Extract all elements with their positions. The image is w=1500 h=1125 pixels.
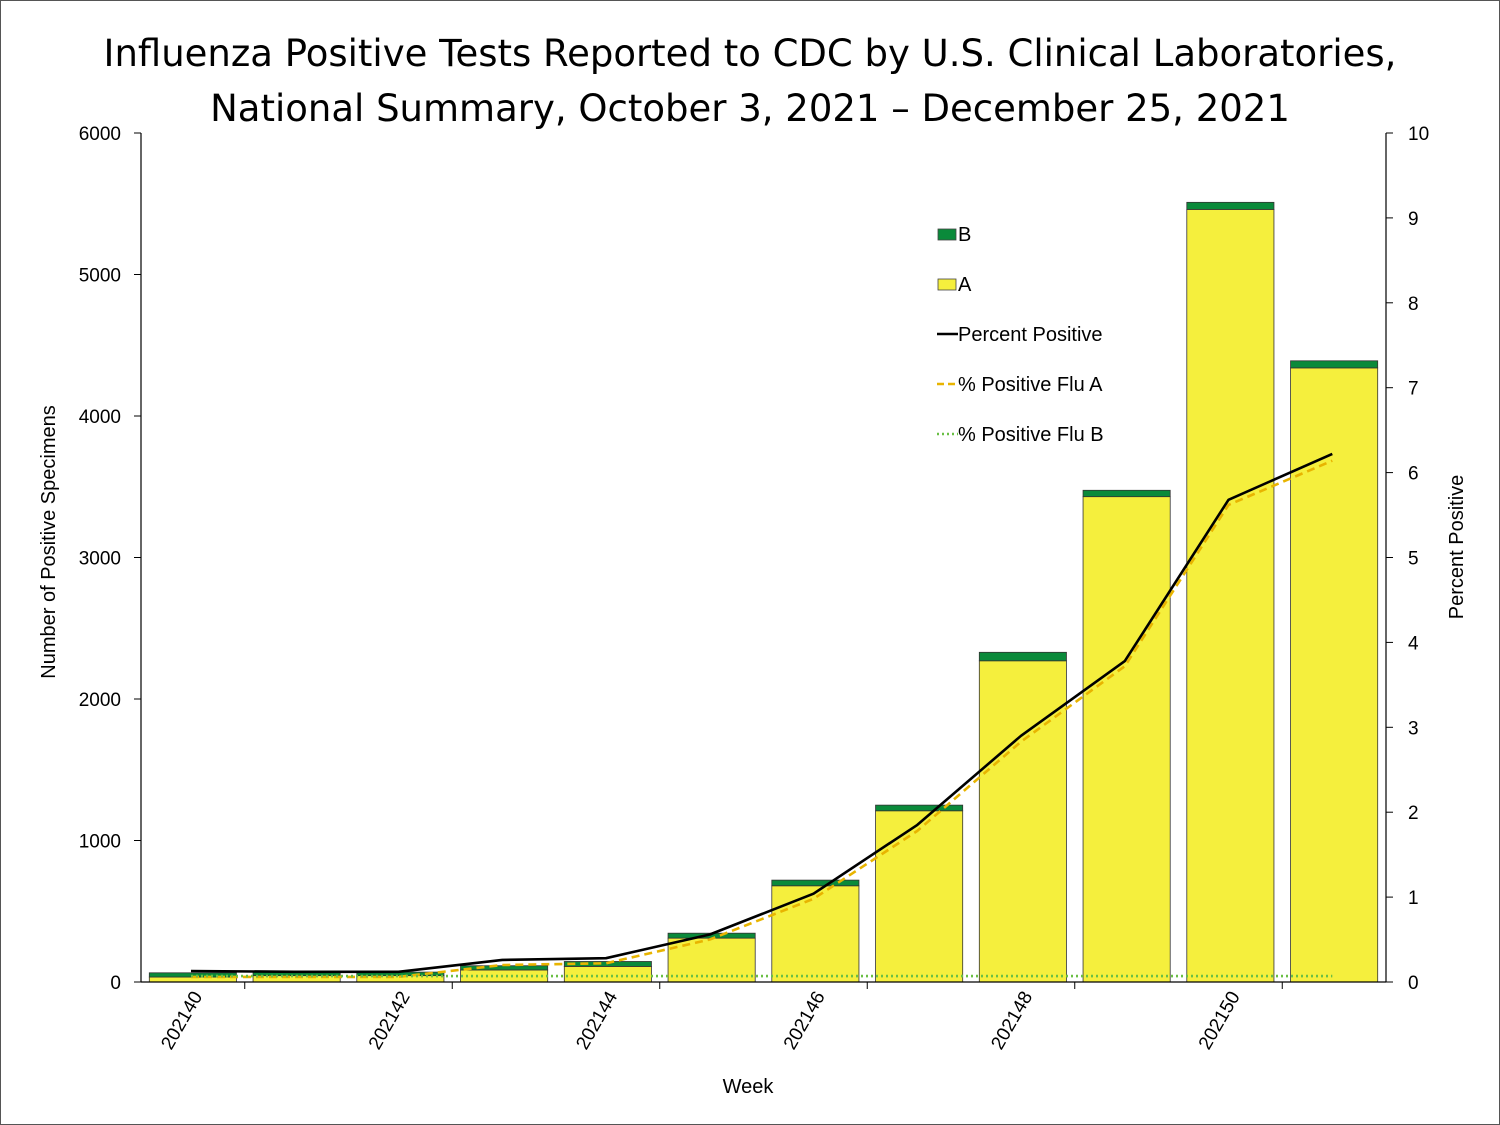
chart-title-line-1: Influenza Positive Tests Reported to CDC…: [104, 32, 1397, 75]
right-y-ticks: 0 1 2 3 4 5 6 7 8 9 10: [1386, 124, 1429, 994]
right-tick-label-0: 0: [1408, 973, 1419, 994]
bar-b-202146: [771, 879, 860, 887]
y-axis-right-title: Percent Positive: [1446, 475, 1468, 620]
right-tick-label-2: 2: [1408, 803, 1419, 824]
legend: B A Percent Positive % Positive Flu A % …: [937, 224, 1104, 446]
bar-a-202147: [875, 810, 964, 983]
line-percent-positive-flu-a: [191, 459, 1333, 979]
right-tick-label-4: 4: [1408, 633, 1419, 654]
left-y-ticks: 0 1000 2000 3000 4000 5000 6000: [79, 124, 141, 994]
left-tick-label-2000: 2000: [79, 690, 121, 711]
bar-a-202148: [978, 660, 1067, 983]
bar-a-202144: [563, 966, 652, 983]
right-tick-label-9: 9: [1408, 209, 1419, 230]
right-tick-label-6: 6: [1408, 464, 1419, 485]
bar-a-202143: [460, 969, 549, 983]
right-tick-label-3: 3: [1408, 718, 1419, 739]
right-tick-label-1: 1: [1408, 888, 1419, 909]
legend-label-a: A: [958, 274, 972, 296]
bar-a-202150: [1186, 209, 1275, 983]
x-ticks: 202140 202142 202144 202146 202148 202150: [157, 982, 1283, 1054]
x-tick-label-202144: 202144: [572, 988, 622, 1054]
left-tick-label-4000: 4000: [79, 407, 121, 428]
bar-a-202151: [1290, 367, 1379, 983]
bar-b-202150: [1186, 201, 1275, 210]
right-tick-label-8: 8: [1408, 294, 1419, 315]
chart-title-line-2: National Summary, October 3, 2021 – Dece…: [210, 87, 1290, 130]
line-percent-positive: [190, 452, 1333, 974]
x-tick-label-202140: 202140: [157, 988, 207, 1053]
x-tick-label-202148: 202148: [987, 988, 1037, 1053]
x-tick-label-202150: 202150: [1195, 988, 1245, 1053]
legend-label-percent-positive: Percent Positive: [958, 324, 1103, 346]
left-tick-label-6000: 6000: [79, 124, 121, 145]
y-axis-left-title: Number of Positive Specimens: [38, 405, 60, 678]
bar-a-202146: [771, 885, 860, 983]
legend-label-flu-b: % Positive Flu B: [958, 424, 1104, 446]
legend-label-flu-a: % Positive Flu A: [958, 374, 1103, 396]
right-tick-label-5: 5: [1408, 549, 1419, 570]
lines-group: [190, 452, 1333, 979]
right-tick-label-7: 7: [1408, 379, 1419, 400]
legend-swatch-a: [937, 278, 957, 291]
x-tick-label-202142: 202142: [365, 988, 415, 1053]
left-tick-label-0: 0: [110, 973, 121, 994]
bar-a-202149: [1082, 496, 1171, 983]
x-axis-title: Week: [723, 1076, 775, 1098]
legend-label-b: B: [958, 224, 971, 246]
left-tick-label-3000: 3000: [79, 549, 121, 570]
bars-group: [148, 201, 1379, 983]
left-tick-label-5000: 5000: [79, 266, 121, 287]
bar-b-202149: [1082, 489, 1171, 498]
legend-swatch-b: [937, 228, 957, 241]
bar-b-202151: [1290, 360, 1379, 369]
bar-b-202143: [460, 965, 549, 971]
right-tick-label-10: 10: [1408, 124, 1429, 145]
bar-b-202148: [978, 651, 1067, 662]
x-tick-label-202146: 202146: [780, 988, 830, 1053]
left-tick-label-1000: 1000: [79, 832, 121, 853]
bar-b-202147: [875, 804, 964, 812]
